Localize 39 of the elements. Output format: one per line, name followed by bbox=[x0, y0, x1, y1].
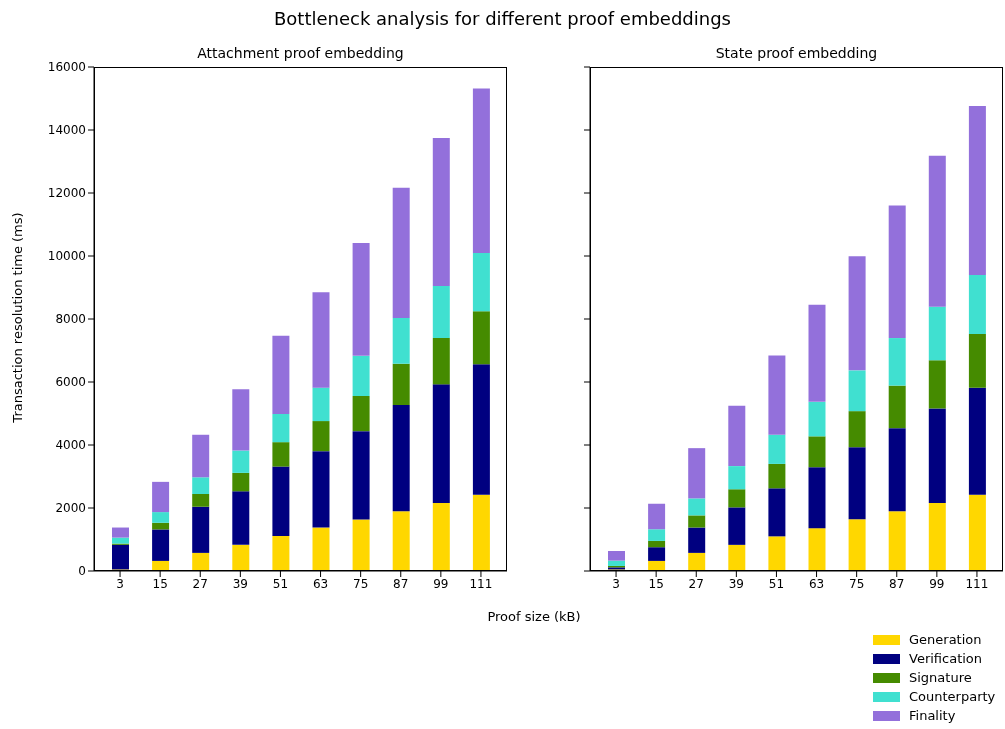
x-tick-label: 75 bbox=[849, 576, 865, 591]
x-tick-label: 63 bbox=[808, 576, 825, 591]
y-tick-label: 6000 bbox=[55, 375, 86, 390]
legend-label: Signature bbox=[909, 670, 972, 685]
x-tick-label: 51 bbox=[272, 576, 289, 591]
y-tick-label: 0 bbox=[78, 564, 86, 579]
x-tick-label: 99 bbox=[929, 576, 945, 591]
x-tick-label: 87 bbox=[889, 576, 905, 591]
legend-label: Counterparty bbox=[909, 689, 996, 704]
x-tick-label: 39 bbox=[232, 576, 248, 591]
x-tick-label: 99 bbox=[433, 576, 449, 591]
x-tick-label: 111 bbox=[469, 576, 493, 591]
legend-label: Finality bbox=[909, 708, 956, 723]
x-tick-label: 27 bbox=[192, 576, 208, 591]
y-tick-label: 12000 bbox=[47, 186, 86, 201]
y-tick-label: 2000 bbox=[55, 501, 86, 516]
x-tick-label: 3 bbox=[116, 576, 124, 591]
chart-title: State proof embedding bbox=[714, 45, 879, 61]
x-tick-label: 111 bbox=[965, 576, 989, 591]
x-tick-label: 75 bbox=[353, 576, 369, 591]
x-tick-label: 27 bbox=[688, 576, 704, 591]
y-tick-label: 4000 bbox=[55, 438, 86, 453]
legend-label: Generation bbox=[909, 632, 982, 647]
x-tick-label: 15 bbox=[152, 576, 168, 591]
legend-label: Verification bbox=[909, 651, 983, 666]
x-tick-label: 39 bbox=[728, 576, 744, 591]
y-tick-label: 14000 bbox=[47, 123, 86, 138]
text: Bottleneck analysis for different proof embeddings bbox=[273, 8, 732, 29]
y-axis-title: Transaction resolution time (ms) bbox=[9, 211, 25, 425]
y-tick-label: 10000 bbox=[47, 249, 86, 264]
chart-title: Attachment proof embedding bbox=[196, 45, 405, 61]
x-tick-label: 63 bbox=[312, 576, 329, 591]
x-tick-label: 87 bbox=[393, 576, 409, 591]
x-tick-label: 15 bbox=[648, 576, 664, 591]
x-tick-label: 51 bbox=[768, 576, 785, 591]
x-tick-label: 3 bbox=[612, 576, 620, 591]
y-tick-label: 16000 bbox=[47, 60, 86, 75]
y-tick-label: 8000 bbox=[55, 312, 86, 327]
x-axis-title: Proof size (kB) bbox=[486, 609, 582, 624]
